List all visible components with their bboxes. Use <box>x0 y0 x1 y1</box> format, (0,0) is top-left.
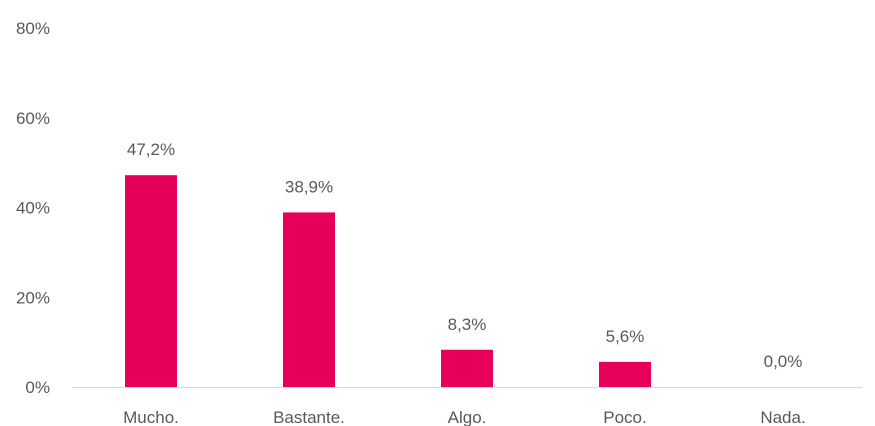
y-tick-label: 20% <box>16 288 50 307</box>
category-label: Nada. <box>760 408 805 426</box>
y-tick-label: 0% <box>25 378 50 397</box>
data-label: 38,9% <box>285 177 333 196</box>
data-labels: 47,2% 38,9% 8,3% 5,6% 0,0% <box>127 140 802 371</box>
bar <box>125 175 177 387</box>
bar <box>441 349 493 387</box>
category-label: Bastante. <box>273 408 345 426</box>
bar <box>599 361 651 387</box>
bars <box>125 175 651 387</box>
y-axis-ticks: 0% 20% 40% 60% 80% <box>16 19 50 397</box>
data-label: 5,6% <box>606 327 645 346</box>
bar <box>283 212 335 387</box>
data-label: 0,0% <box>764 352 803 371</box>
y-tick-label: 80% <box>16 19 50 38</box>
category-label: Algo. <box>448 408 487 426</box>
category-labels: Mucho. Bastante. Algo. Poco. Nada. <box>123 408 806 426</box>
category-label: Mucho. <box>123 408 179 426</box>
data-label: 47,2% <box>127 140 175 159</box>
y-tick-label: 60% <box>16 109 50 128</box>
category-label: Poco. <box>603 408 646 426</box>
y-tick-label: 40% <box>16 199 50 218</box>
data-label: 8,3% <box>448 315 487 334</box>
